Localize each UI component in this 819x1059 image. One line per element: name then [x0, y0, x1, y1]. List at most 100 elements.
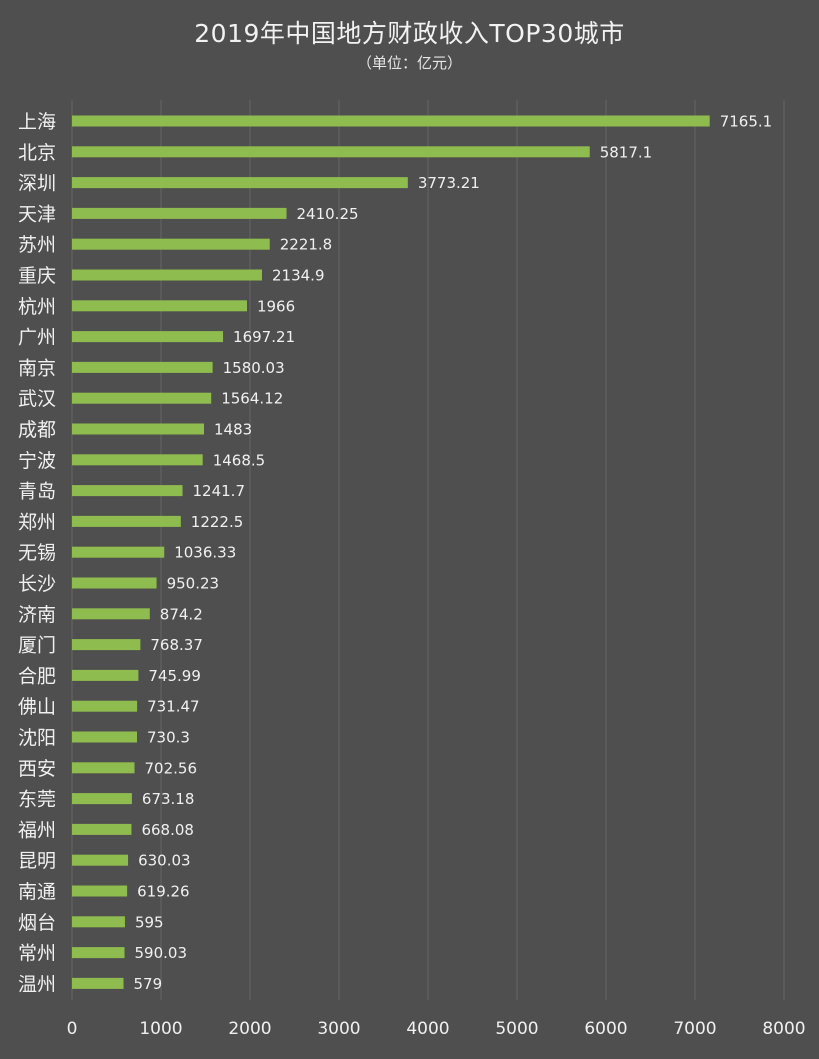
value-label: 1483	[214, 421, 252, 439]
bar	[72, 515, 181, 527]
x-tick-label: 8000	[762, 1019, 805, 1039]
x-tick-label: 0	[67, 1019, 78, 1039]
bar	[72, 793, 132, 805]
value-label: 950.23	[167, 575, 220, 593]
category-label: 厦门	[18, 635, 56, 657]
bar	[72, 331, 224, 343]
bar	[72, 577, 157, 589]
value-label: 673.18	[142, 790, 195, 808]
category-label: 武汉	[18, 388, 56, 410]
value-label: 1697.21	[233, 328, 295, 346]
category-label: 常州	[18, 943, 56, 965]
bar	[72, 854, 129, 866]
x-tick-label: 2000	[228, 1019, 271, 1039]
category-label: 重庆	[18, 265, 56, 287]
x-tick-label: 4000	[406, 1019, 449, 1039]
bar	[72, 485, 183, 497]
value-label: 730.3	[147, 729, 190, 747]
bar	[72, 238, 270, 250]
value-label: 731.47	[147, 698, 200, 716]
value-label: 2221.8	[280, 236, 333, 254]
value-label: 5817.1	[600, 143, 653, 161]
category-label: 上海	[18, 111, 56, 133]
chart-title: 2019年中国地方财政收入TOP30城市	[194, 19, 625, 48]
value-label: 2410.25	[297, 205, 359, 223]
value-label: 768.37	[150, 636, 203, 654]
bars-group: 上海 7165.1 北京 5817.1 深圳 3773.21 天津 2410.25 苏州 2221…	[18, 111, 772, 995]
category-label: 长沙	[18, 573, 56, 595]
bar	[72, 731, 137, 743]
value-label: 1580.03	[223, 359, 285, 377]
value-label: 1564.12	[221, 390, 283, 408]
category-label: 天津	[18, 203, 56, 225]
bar	[72, 146, 590, 158]
bar	[72, 454, 203, 466]
bar	[72, 947, 125, 959]
category-label: 广州	[18, 327, 56, 349]
category-label: 温州	[18, 973, 56, 995]
bar	[72, 885, 128, 897]
bar	[72, 269, 263, 281]
value-label: 702.56	[145, 759, 198, 777]
bar	[72, 115, 710, 127]
value-label: 2134.9	[272, 267, 325, 285]
category-label: 东莞	[18, 789, 56, 811]
value-label: 7165.1	[720, 113, 773, 131]
category-label: 郑州	[18, 511, 56, 533]
value-label: 1036.33	[174, 544, 236, 562]
category-label: 南通	[18, 881, 56, 903]
bar	[72, 177, 408, 189]
bar	[72, 977, 124, 989]
bar	[72, 823, 132, 835]
category-label: 宁波	[18, 450, 56, 472]
x-tick-label: 6000	[584, 1019, 627, 1039]
category-label: 成都	[18, 419, 56, 441]
value-label: 1468.5	[213, 451, 266, 469]
x-tick-label: 7000	[673, 1019, 716, 1039]
bar	[72, 916, 125, 928]
x-tick-label: 5000	[495, 1019, 538, 1039]
category-label: 杭州	[18, 296, 56, 318]
value-label: 595	[135, 913, 164, 931]
bar	[72, 639, 141, 651]
bar	[72, 669, 139, 681]
category-label: 昆明	[18, 850, 56, 872]
value-label: 1241.7	[193, 482, 246, 500]
value-label: 619.26	[137, 883, 190, 901]
bar	[72, 762, 135, 774]
value-label: 579	[134, 975, 163, 993]
category-label: 佛山	[18, 696, 56, 718]
value-label: 668.08	[141, 821, 194, 839]
bar	[72, 392, 212, 404]
category-label: 南京	[18, 357, 56, 379]
category-label: 合肥	[18, 665, 56, 687]
bar	[72, 546, 165, 558]
value-label: 874.2	[160, 605, 203, 623]
bar	[72, 700, 138, 712]
category-label: 苏州	[18, 234, 56, 256]
value-label: 745.99	[148, 667, 201, 685]
bar	[72, 608, 150, 620]
x-tick-label: 1000	[139, 1019, 182, 1039]
category-label: 无锡	[18, 542, 56, 564]
category-label: 沈阳	[18, 727, 56, 749]
value-label: 3773.21	[418, 174, 480, 192]
bar	[72, 361, 213, 373]
category-label: 青岛	[18, 481, 56, 503]
value-label: 590.03	[135, 944, 188, 962]
value-label: 630.03	[138, 852, 191, 870]
value-label: 1966	[257, 297, 295, 315]
category-label: 深圳	[18, 173, 56, 195]
x-tick-label: 3000	[317, 1019, 360, 1039]
category-label: 烟台	[18, 912, 56, 934]
bar	[72, 300, 247, 312]
category-label: 西安	[18, 758, 56, 780]
category-label: 济南	[18, 604, 56, 626]
value-label: 1222.5	[191, 513, 244, 531]
chart-subtitle: （单位：亿元）	[356, 54, 462, 72]
x-axis: 0 1000 2000 3000 4000 5000 6000 7000 8000	[67, 1019, 806, 1039]
bar	[72, 207, 287, 219]
category-label: 北京	[18, 142, 56, 164]
